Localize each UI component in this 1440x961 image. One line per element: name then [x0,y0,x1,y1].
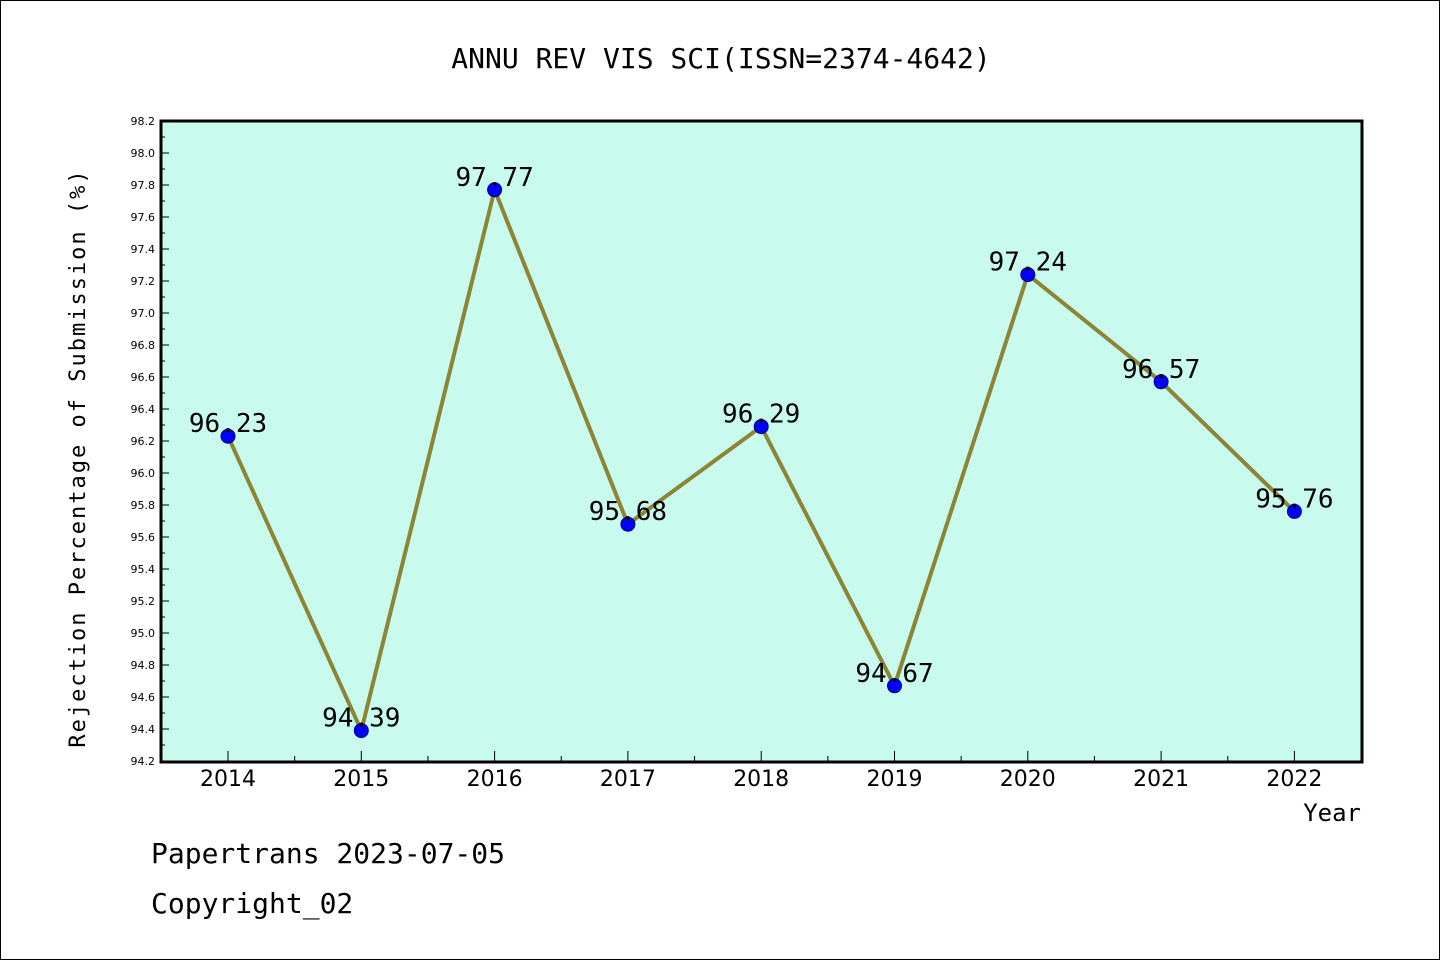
data-label: 97.24 [989,248,1067,278]
y-tick-label: 95.2 [131,595,156,608]
x-tick-label: 2014 [200,767,256,792]
y-tick-label: 94.4 [131,723,156,736]
y-tick-label: 98.0 [131,147,156,160]
y-tick-label: 96.6 [131,371,156,384]
x-axis-tick-labels: 2014 2015 2016 2017 2018 2019 2020 2021 2022 [200,767,1322,792]
x-tick-label: 2021 [1133,767,1189,792]
y-axis-ticks [161,120,169,762]
data-point [1286,503,1302,519]
data-label: 95.68 [589,497,667,527]
y-tick-label: 98.2 [131,115,156,128]
y-tick-label: 95.0 [131,627,156,640]
chart-title: ANNU REV VIS SCI(ISSN=2374-4642) [451,42,990,75]
x-tick-label: 2019 [867,767,923,792]
data-labels: 96.23 94.39 97.77 95.68 96.29 94.67 97.24 96.57… [189,163,1334,734]
y-tick-label: 97.8 [131,179,156,192]
x-tick-label: 2022 [1266,767,1322,792]
data-point [1020,267,1036,283]
footer-date: Papertrans 2023-07-05 [151,837,506,870]
data-label: 96.23 [189,409,267,439]
data-point [487,182,503,198]
y-axis-tick-labels: 94.2 94.4 94.6 94.8 95.0 95.2 95.4 95.6 95.8 96.0… [131,115,156,768]
y-tick-label: 94.6 [131,691,156,704]
y-tick-label: 96.0 [131,467,156,480]
x-tick-label: 2017 [600,767,656,792]
x-tick-label: 2020 [1000,767,1056,792]
series-markers [220,182,1302,739]
y-tick-label: 95.8 [131,499,156,512]
footer-copyright: Copyright_02 [151,887,354,920]
y-tick-label: 97.2 [131,275,156,288]
data-point [1153,374,1169,390]
data-label: 94.67 [855,659,933,689]
data-point [753,419,769,435]
data-label: 94.39 [322,704,400,734]
x-tick-label: 2015 [333,767,389,792]
plot-area [159,119,1364,764]
y-tick-label: 95.6 [131,531,156,544]
data-label: 97.77 [455,163,533,193]
data-point [353,723,369,739]
data-label: 95.76 [1255,484,1333,514]
x-tick-label: 2016 [467,767,523,792]
y-tick-label: 96.8 [131,339,156,352]
y-tick-label: 94.2 [131,755,156,768]
y-tick-label: 95.4 [131,563,156,576]
data-point [220,428,236,444]
data-point [887,678,902,694]
y-tick-label: 97.0 [131,307,156,320]
data-point [620,516,636,532]
y-axis-label: Rejection Percentage of Submission (%) [66,168,91,747]
y-tick-label: 97.6 [131,211,156,224]
y-tick-label: 96.4 [131,403,156,416]
x-axis-ticks [227,751,1295,761]
y-tick-label: 97.4 [131,243,156,256]
data-label: 96.57 [1122,355,1200,385]
y-tick-label: 96.2 [131,435,156,448]
x-tick-label: 2018 [733,767,789,792]
data-label: 96.29 [722,400,800,430]
y-tick-label: 94.8 [131,659,156,672]
x-axis-label: Year [1303,799,1361,827]
